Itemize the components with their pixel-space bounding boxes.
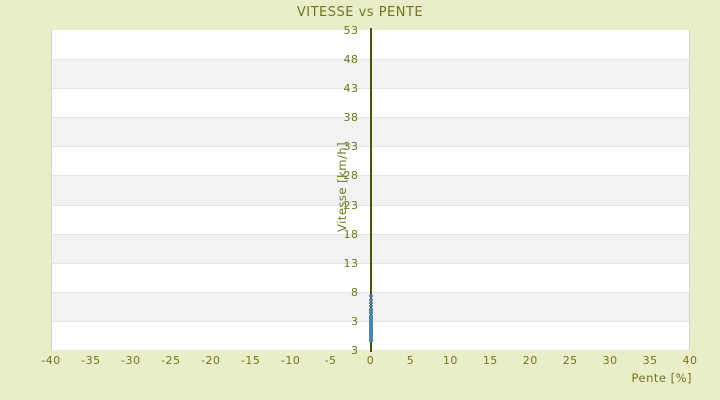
data-point <box>368 325 373 328</box>
data-point <box>368 332 373 335</box>
data-point <box>368 310 373 313</box>
y-tick-label: 13 <box>343 256 359 270</box>
y-axis-title: Vitesse [km/h] <box>334 141 349 232</box>
x-tick-label: 35 <box>642 354 658 367</box>
y-tick-label: 3 <box>351 314 359 328</box>
data-point <box>368 295 373 298</box>
x-tick-label: -5 <box>324 354 337 367</box>
data-point <box>368 316 373 319</box>
x-tick-label: 15 <box>482 354 498 367</box>
data-point <box>368 336 373 339</box>
data-point <box>368 324 373 327</box>
y-tick-label: 43 <box>343 82 359 96</box>
x-tick-label: 40 <box>682 354 698 367</box>
y-tick-label: 38 <box>343 111 359 125</box>
data-point <box>368 333 373 336</box>
y-tick-label: 53 <box>343 24 359 37</box>
x-tick-label: 10 <box>442 354 458 367</box>
y-axis-line <box>369 28 372 352</box>
x-tick-label: -15 <box>240 354 261 367</box>
x-tick-label: 25 <box>562 354 578 367</box>
data-point <box>368 314 373 317</box>
data-point <box>368 337 373 340</box>
x-tick-label: -35 <box>81 354 101 367</box>
data-point <box>368 335 373 338</box>
y-tick-label: 8 <box>351 285 359 299</box>
x-tick-label: 5 <box>406 354 415 367</box>
x-axis-title: Pente [%] <box>631 371 692 385</box>
data-point <box>368 326 373 329</box>
x-tick-label: -30 <box>121 354 141 367</box>
x-tick-label: -10 <box>280 354 301 367</box>
data-point <box>368 330 373 333</box>
y-tick-label: 18 <box>343 227 359 241</box>
data-point <box>368 331 373 334</box>
y-tick-label: 28 <box>343 169 359 183</box>
data-point <box>368 302 373 305</box>
x-tick-label: 20 <box>522 354 538 367</box>
x-tick-label: -20 <box>201 354 221 367</box>
y-tick-label: 3 <box>351 344 359 357</box>
x-tick-label: 30 <box>602 354 618 367</box>
data-point <box>368 321 373 324</box>
x-tick-label: -40 <box>41 354 61 367</box>
data-point <box>368 318 373 321</box>
data-point <box>368 322 373 325</box>
data-point <box>368 298 373 301</box>
data-point <box>368 339 373 342</box>
y-tick-label: 23 <box>343 198 359 212</box>
data-point <box>368 307 373 310</box>
chart-title: VITESSE vs PENTE <box>296 5 424 20</box>
y-tick-label: 33 <box>343 140 359 154</box>
data-point <box>368 329 373 332</box>
y-tick-label: 48 <box>343 53 359 67</box>
x-tick-label: -25 <box>161 354 181 367</box>
data-point <box>368 328 373 331</box>
data-point <box>368 338 373 341</box>
x-tick-label: 0 <box>366 354 375 367</box>
data-point <box>368 319 373 322</box>
data-point <box>368 312 373 315</box>
data-point <box>368 305 373 308</box>
